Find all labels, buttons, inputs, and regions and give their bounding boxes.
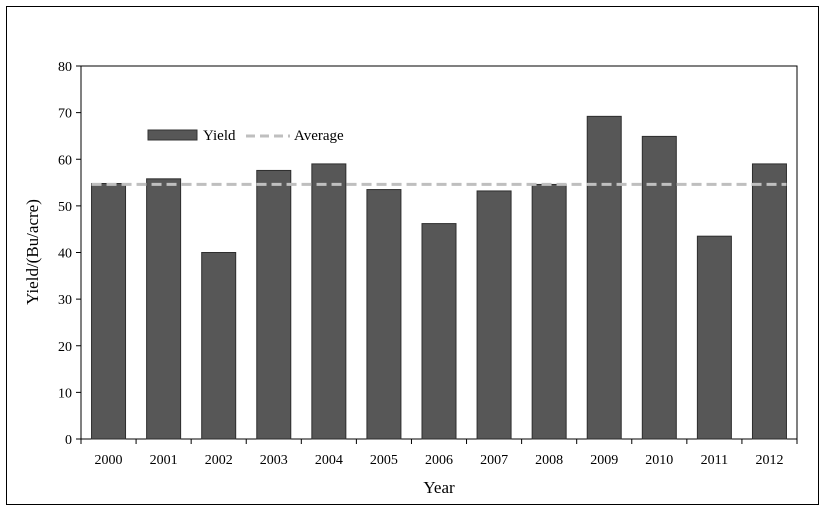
y-tick-label: 70 [58,107,72,122]
bar-series-yield [91,115,787,440]
bar-2005 [366,189,402,440]
x-tick-label: 2003 [260,453,288,468]
x-tick-label: 2009 [590,453,618,468]
legend: Yield Average [147,128,344,144]
y-tick-label: 60 [58,153,72,168]
y-tick-label: 0 [65,433,72,448]
y-tick-label: 10 [58,386,72,401]
x-tick-label: 2004 [315,453,343,468]
bar-2008 [531,183,567,440]
x-tick-label: 2008 [535,453,563,468]
x-tick-label: 2007 [480,453,508,468]
chart-frame [6,6,819,505]
bar-2000 [91,182,127,440]
bar-2009 [586,115,622,440]
bar-2006 [421,223,457,440]
x-axis: 2000 2001 2002 2003 2004 2005 2006 2007 2008 2009… [80,439,798,468]
bar-2002 [201,252,237,440]
x-tick-label: 2006 [425,453,453,468]
legend-label-average: Average [294,128,344,144]
x-tick-label: 2000 [95,453,123,468]
y-tick-label: 80 [58,60,72,75]
y-axis-title: Yield/(Bu/acre) [23,199,42,305]
x-tick-label: 2010 [645,453,673,468]
bar-2012 [751,163,787,440]
x-axis-title: Year [423,478,455,497]
x-tick-label: 2005 [370,453,398,468]
bar-2011 [696,235,732,440]
y-tick-label: 40 [58,247,72,262]
y-tick-label: 30 [58,293,72,308]
bar-2001 [146,178,182,440]
x-tick-label: 2012 [755,453,783,468]
y-tick-label: 50 [58,200,72,215]
bar-2003 [256,169,292,440]
bar-2004 [311,163,347,440]
x-tick-label: 2002 [205,453,233,468]
y-axis: 0 10 20 30 40 50 60 70 80 [58,60,81,448]
legend-label-yield: Yield [203,128,236,144]
bar-2010 [641,135,677,440]
bar-2007 [476,190,512,440]
legend-swatch-yield [147,129,198,141]
y-tick-label: 20 [58,340,72,355]
x-tick-label: 2011 [701,453,728,468]
x-tick-label: 2001 [150,453,178,468]
